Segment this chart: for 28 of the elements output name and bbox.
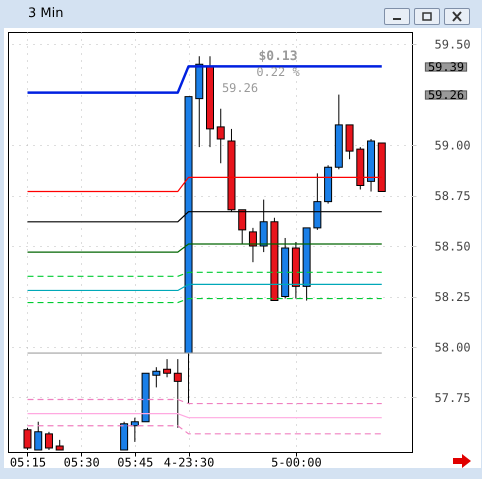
x-tick-label: 5-00:00 bbox=[271, 456, 322, 470]
text: 59.39 bbox=[428, 60, 464, 74]
text: 59.26 bbox=[428, 88, 464, 102]
y-tick-label: 58.50 bbox=[434, 240, 471, 254]
y-tick-label: 59.00 bbox=[434, 138, 471, 153]
candlestick bbox=[174, 358, 182, 428]
x-tick-label: 05:30 bbox=[64, 456, 100, 470]
x-tick-label: 05:45 bbox=[117, 456, 154, 470]
x-tick-label: 4-23:30 bbox=[164, 456, 214, 470]
candlestick bbox=[248, 227, 257, 263]
annotation: 0.22 % bbox=[256, 65, 300, 79]
x-tick-label: 05:15 bbox=[10, 456, 46, 470]
annotation: $0.13 bbox=[258, 49, 298, 64]
candlestick bbox=[216, 108, 225, 164]
y-tick-label: 58.00 bbox=[434, 340, 471, 354]
y-tick-label: 59.50 bbox=[434, 38, 471, 52]
candlestick bbox=[152, 366, 160, 388]
y-tick-label: 58.75 bbox=[434, 189, 471, 204]
y-tick-label: 57.75 bbox=[434, 390, 471, 405]
candlestick bbox=[130, 417, 139, 442]
candlestick bbox=[44, 431, 53, 450]
candlestick bbox=[163, 358, 172, 378]
candlestick bbox=[34, 421, 42, 450]
annotation: 59.26 bbox=[222, 81, 258, 95]
chart-title: 3 Min bbox=[28, 6, 64, 21]
candlestick bbox=[23, 427, 32, 450]
candlestick bbox=[56, 439, 64, 450]
y-tick-label: 58.25 bbox=[434, 290, 471, 304]
